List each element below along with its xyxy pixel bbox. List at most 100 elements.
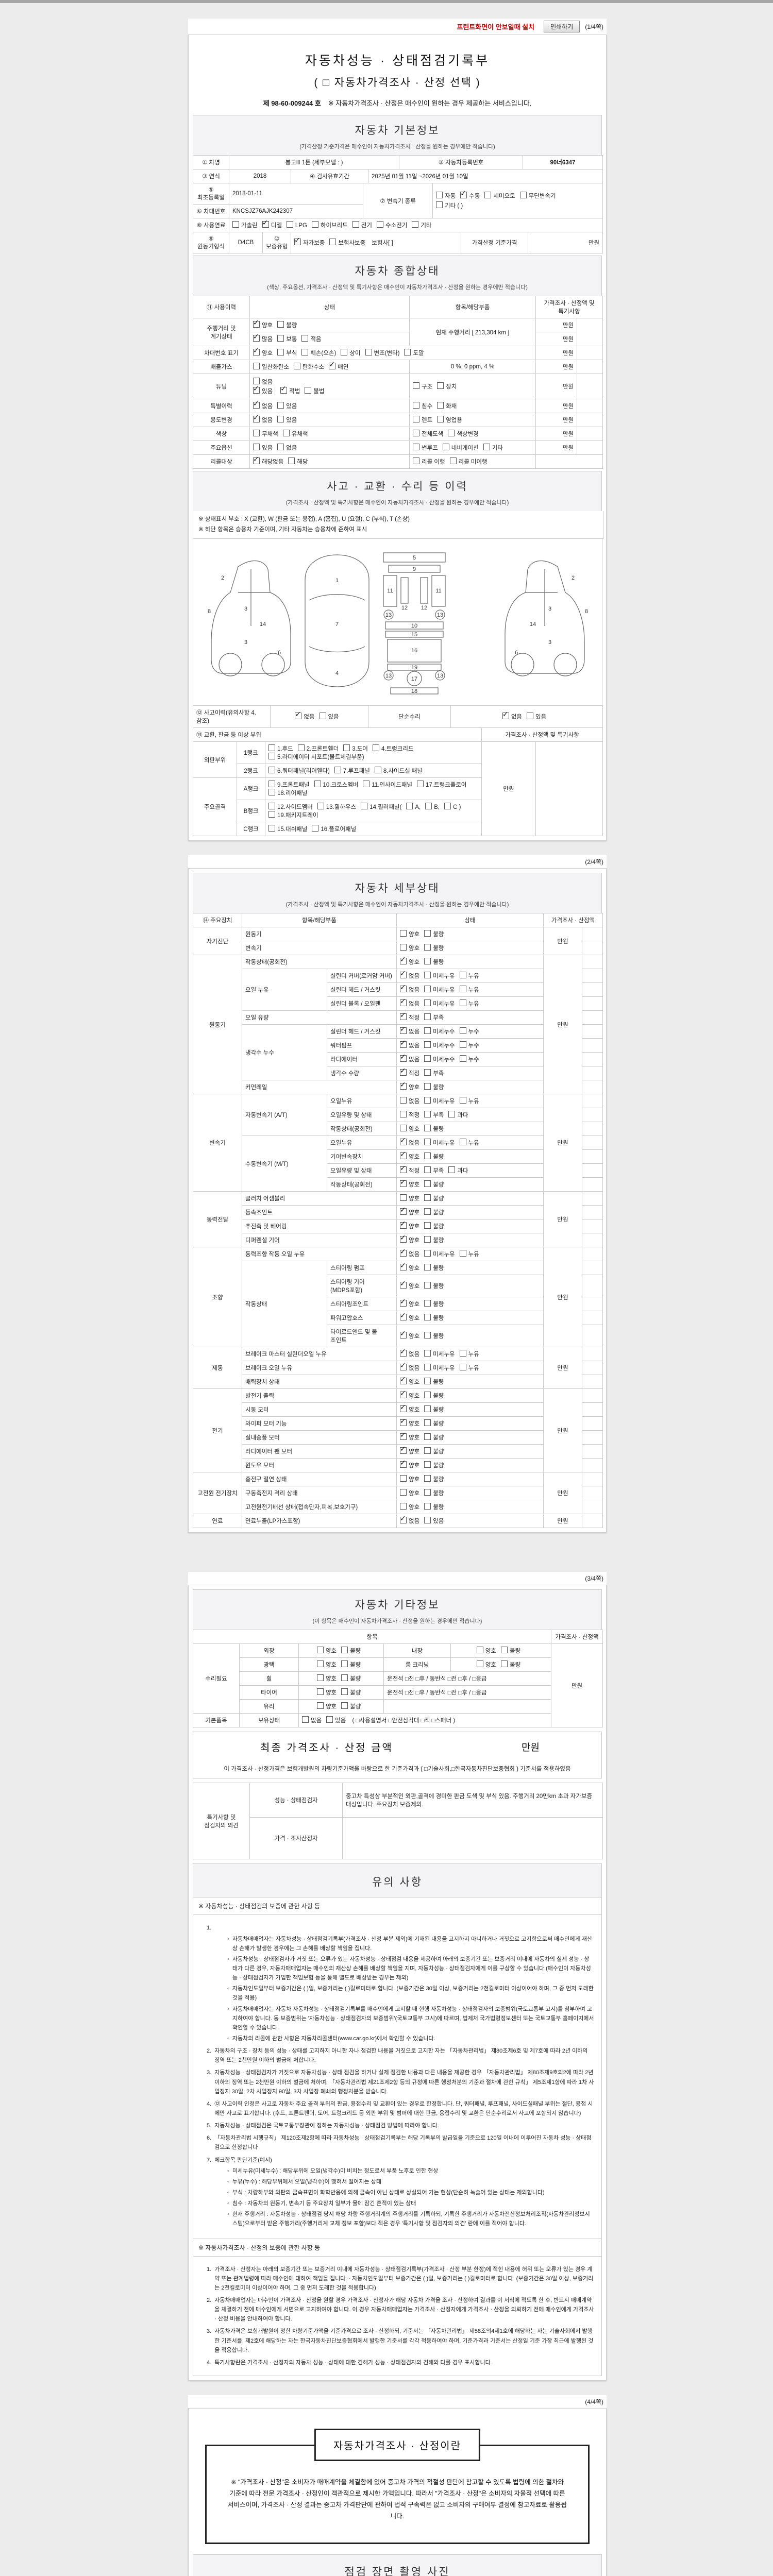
checkbox[interactable] [424,1250,431,1257]
checkbox[interactable] [277,335,284,342]
checkbox[interactable] [424,1405,431,1413]
checkbox[interactable] [413,402,419,409]
checkbox-option[interactable]: 상이 [341,349,361,357]
checkbox-option[interactable]: 있음 [277,416,297,424]
checkbox-option[interactable]: 불량 [424,1125,444,1133]
checkbox[interactable] [436,201,443,208]
checkbox-option[interactable]: 있음 [326,1716,346,1724]
checkbox[interactable] [352,221,359,228]
checkbox-option[interactable]: 무채색 [253,430,278,438]
checkbox[interactable] [253,378,260,384]
checkbox-option[interactable]: 변조(변타) [365,349,399,357]
checkbox-option[interactable]: 양호 [400,1311,419,1322]
checkbox[interactable] [377,221,384,228]
checkbox-option[interactable]: 적정 [400,1011,419,1022]
checkbox-option[interactable]: 양호 [400,1178,419,1189]
checkbox[interactable] [253,346,260,355]
checkbox-option[interactable]: 12.사이드멤버 [268,803,313,811]
checkbox-option[interactable]: 16.플로어패널 [312,825,356,833]
checkbox[interactable] [334,767,341,774]
checkbox-option[interactable]: 양호 [316,1647,337,1655]
checkbox-option[interactable]: 있음 [527,713,546,721]
checkbox-option[interactable]: 전기 [352,221,372,229]
checkbox-option[interactable]: 5.라디에이터 서포트(볼트체결부품) [268,753,364,761]
checkbox[interactable] [527,713,533,720]
checkbox[interactable] [295,710,302,720]
checkbox[interactable] [424,1013,431,1021]
checkbox-option[interactable]: 없음 [400,997,419,1008]
checkbox[interactable] [400,1206,407,1215]
checkbox-option[interactable]: 누유 [459,1139,479,1147]
checkbox[interactable] [400,1489,407,1496]
checkbox[interactable] [400,1347,407,1357]
checkbox-option[interactable]: 화재 [437,402,457,410]
checkbox[interactable] [424,1300,431,1307]
checkbox-option[interactable]: 적정 [400,1066,419,1077]
checkbox[interactable] [400,1375,407,1385]
checkbox-option[interactable]: A, [406,803,421,810]
checkbox-option[interactable]: 없음 [400,969,419,980]
install-notice-link[interactable]: 프린트화면이 안보일때 설치 [457,23,535,31]
checkbox[interactable] [424,1517,431,1524]
checkbox-option[interactable]: 불량 [424,1461,444,1469]
checkbox[interactable] [363,781,370,788]
checkbox-option[interactable]: 불량 [424,958,444,966]
checkbox[interactable] [374,767,381,774]
checkbox[interactable] [424,1350,431,1357]
checkbox[interactable] [400,1297,407,1307]
checkbox[interactable] [400,1475,407,1482]
checkbox[interactable] [341,1660,348,1668]
checkbox[interactable] [424,1194,431,1201]
checkbox[interactable] [286,221,293,228]
checkbox[interactable] [400,1039,407,1048]
checkbox[interactable] [400,1233,407,1243]
checkbox[interactable] [448,1111,456,1118]
checkbox-option[interactable]: 양호 [400,1125,419,1133]
checkbox[interactable] [341,1647,348,1654]
checkbox-option[interactable]: 부족 [424,1069,444,1077]
checkbox[interactable] [400,1361,407,1371]
checkbox[interactable] [282,430,290,436]
checkbox-option[interactable]: 불량 [424,1378,444,1386]
checkbox-option[interactable]: 불법 [305,387,325,395]
checkbox[interactable] [329,360,336,369]
checkbox[interactable] [406,803,413,810]
checkbox[interactable] [361,803,368,810]
checkbox-option[interactable]: 수동 [460,189,480,200]
checkbox-option[interactable]: 양호 [400,1445,419,1455]
checkbox[interactable] [400,944,407,951]
checkbox[interactable] [297,744,305,752]
checkbox[interactable] [232,221,239,228]
checkbox-option[interactable]: 4.트렁크리드 [373,744,414,753]
checkbox[interactable] [448,1166,456,1174]
checkbox[interactable] [253,399,260,409]
checkbox[interactable] [424,930,431,937]
checkbox-option[interactable]: 없음 [400,1097,419,1105]
checkbox-option[interactable]: 불량 [424,944,444,952]
checkbox[interactable] [268,767,275,774]
checkbox[interactable] [400,983,407,993]
checkbox-option[interactable]: 불량 [424,1392,444,1400]
checkbox-option[interactable]: 불량 [341,1660,361,1669]
checkbox[interactable] [424,1447,431,1454]
checkbox-option[interactable]: 영업용 [437,416,462,424]
print-button[interactable]: 인쇄하기 [544,21,580,32]
checkbox[interactable] [329,239,337,245]
checkbox-option[interactable]: 불량 [424,1332,444,1340]
checkbox[interactable] [424,999,431,1007]
checkbox[interactable] [400,1279,407,1289]
checkbox-option[interactable]: 자동 [436,192,456,200]
checkbox[interactable] [459,1055,466,1062]
checkbox[interactable] [277,349,284,355]
checkbox-option[interactable]: 불량 [424,1282,444,1290]
checkbox-option[interactable]: 양호 [400,1261,419,1272]
checkbox-option[interactable]: 미세누유 [424,1139,455,1147]
checkbox-option[interactable]: 디젤 [262,218,282,229]
checkbox-option[interactable]: 있음 [253,384,273,395]
checkbox-option[interactable]: 구조 [413,382,432,391]
checkbox[interactable] [424,1125,431,1132]
checkbox-option[interactable]: 하이브리드 [311,221,348,229]
checkbox[interactable] [437,416,444,422]
checkbox-option[interactable]: 18.리어패널 [268,789,307,797]
checkbox-option[interactable]: 3.도어 [343,744,368,753]
